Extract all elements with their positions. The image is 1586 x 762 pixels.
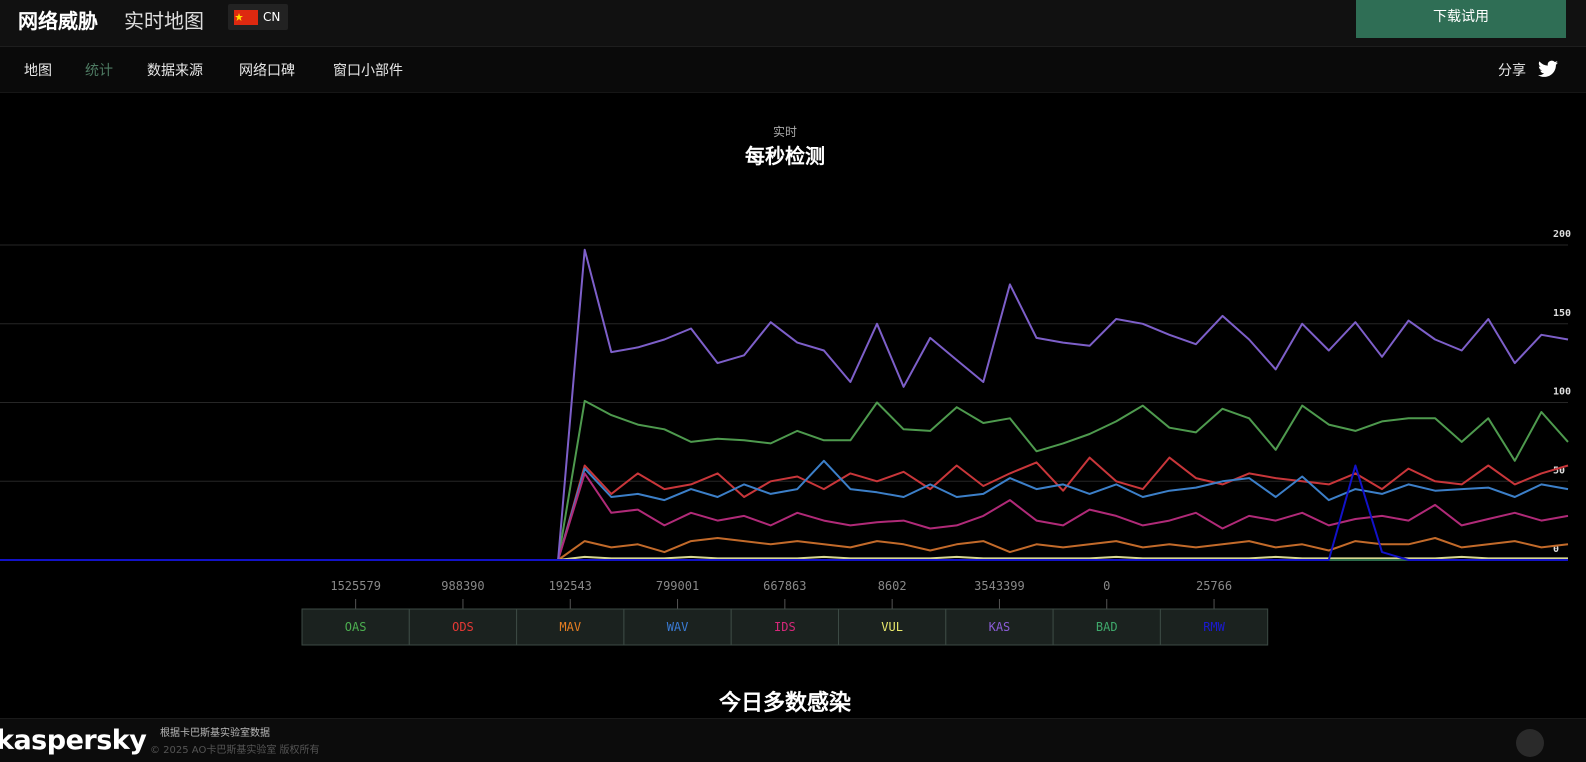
chart-title: 每秒检测: [745, 144, 825, 168]
legend-box[interactable]: [623, 608, 732, 646]
brand[interactable]: 网络威胁: [18, 9, 98, 33]
series-total: 3543399: [974, 579, 1025, 593]
locale-code: CN: [263, 10, 281, 24]
twitter-icon[interactable]: [1538, 60, 1558, 78]
legend-label: BAD: [1096, 620, 1118, 634]
share[interactable]: 分享: [1498, 63, 1526, 79]
footer-copyright: © 2025 AO卡巴斯基实验室 版权所有: [150, 745, 320, 756]
legend-label: WAV: [667, 620, 689, 634]
series-line: [0, 248, 1569, 561]
series-total: 192543: [549, 579, 592, 593]
header: 网络威胁 实时地图 CN 下载试用: [0, 0, 1586, 47]
nav-item[interactable]: 网络口碑: [239, 63, 295, 79]
series-line: [0, 399, 1569, 561]
legend-label: IDS: [774, 620, 796, 634]
legend-box[interactable]: [408, 608, 518, 646]
footer-twitter[interactable]: [1516, 729, 1544, 757]
download-button[interactable]: 下载试用: [1356, 0, 1566, 38]
footer: kaspersky 根据卡巴斯基实验室数据 © 2025 AO卡巴斯基实验室 版…: [0, 718, 1586, 762]
legend-box[interactable]: [945, 608, 1054, 646]
y-tick-label: 150: [1553, 308, 1571, 319]
chart-kicker: 实时: [772, 125, 797, 139]
series-total: 8602: [878, 579, 907, 593]
legend-label: VUL: [881, 620, 903, 634]
series-total: 1525579: [330, 579, 381, 593]
chart: 0 50 100 150 200 1525579 OAS 988390 ODS 192543 MAV…: [0, 229, 1571, 646]
y-tick-label: 0: [1553, 544, 1559, 555]
legend-label: MAV: [559, 620, 581, 634]
legend-label: ODS: [452, 620, 474, 634]
y-tick-label: 50: [1553, 465, 1565, 476]
series-total: 0: [1103, 579, 1110, 593]
nav-item[interactable]: 窗口小部件: [333, 63, 403, 79]
series-total: 25766: [1196, 579, 1232, 593]
series-total: 667863: [763, 579, 806, 593]
nav-item-active[interactable]: 统计: [85, 63, 113, 79]
legend-label: KAS: [989, 620, 1011, 634]
series-total: 799001: [656, 579, 699, 593]
logo[interactable]: kaspersky: [0, 725, 147, 756]
y-tick-label: 200: [1553, 229, 1571, 240]
flag: [234, 10, 258, 25]
legend-label: RMW: [1203, 620, 1225, 634]
series-total: 988390: [441, 579, 484, 593]
legend-label: OAS: [345, 620, 367, 634]
series-line: [0, 464, 1568, 561]
nav-item[interactable]: 地图: [24, 63, 52, 79]
nav-item[interactable]: 数据来源: [147, 63, 203, 79]
footer-source: 根据卡巴斯基实验室数据: [160, 728, 270, 739]
section-title: 今日多数感染: [718, 691, 851, 716]
legend-box[interactable]: [1159, 608, 1269, 646]
y-tick-label: 100: [1553, 387, 1571, 398]
legend-box[interactable]: [730, 608, 840, 646]
nav-bar: 地图 统计 数据来源 网络口碑 窗口小部件 分享: [0, 47, 1586, 93]
locale-switch[interactable]: CN: [228, 4, 288, 30]
subtitle: 实时地图: [124, 9, 204, 33]
